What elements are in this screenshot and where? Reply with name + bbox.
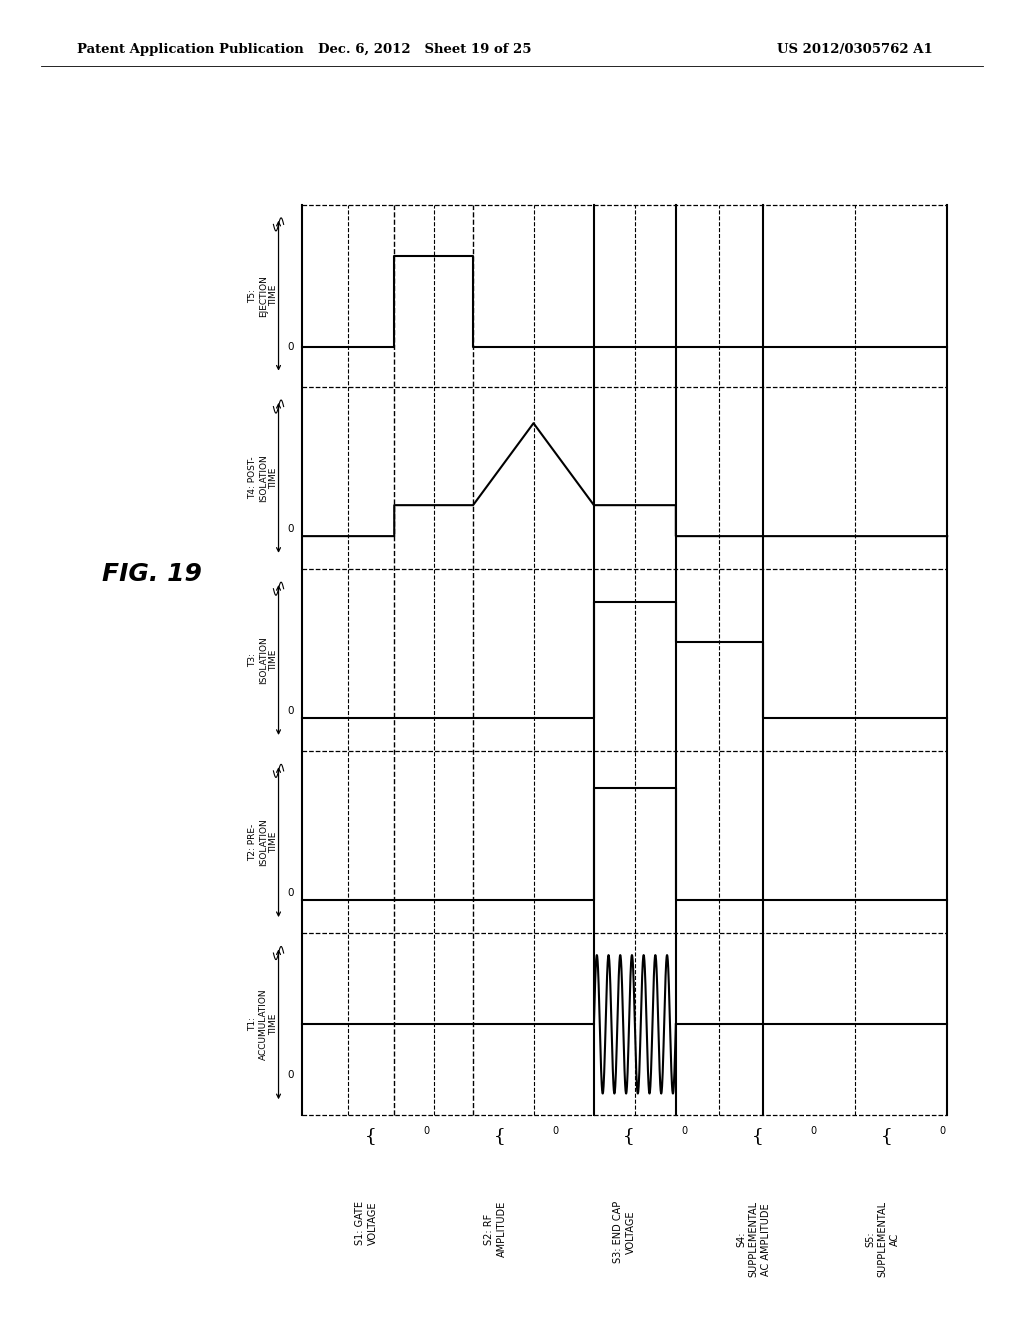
Text: 0: 0 xyxy=(288,1071,294,1080)
Text: S2: RF
AMPLITUDE: S2: RF AMPLITUDE xyxy=(484,1201,507,1258)
Text: }: } xyxy=(618,1126,631,1144)
Text: FIG. 19: FIG. 19 xyxy=(102,562,203,586)
Text: S3: END CAP
VOLTAGE: S3: END CAP VOLTAGE xyxy=(613,1201,636,1263)
Text: T2: PRE-
ISOLATION
TIME: T2: PRE- ISOLATION TIME xyxy=(248,818,279,866)
Text: US 2012/0305762 A1: US 2012/0305762 A1 xyxy=(777,44,933,55)
Text: 0: 0 xyxy=(288,888,294,898)
Text: 0: 0 xyxy=(288,342,294,351)
Text: T4: POST-
ISOLATION
TIME: T4: POST- ISOLATION TIME xyxy=(248,454,279,502)
Text: T1:
ACCUMULATION
TIME: T1: ACCUMULATION TIME xyxy=(248,989,279,1060)
Text: T5:
EJECTION
TIME: T5: EJECTION TIME xyxy=(248,275,279,317)
Text: S1: GATE
VOLTAGE: S1: GATE VOLTAGE xyxy=(355,1201,378,1245)
Text: }: } xyxy=(360,1126,373,1144)
Text: 0: 0 xyxy=(288,706,294,715)
Text: Dec. 6, 2012   Sheet 19 of 25: Dec. 6, 2012 Sheet 19 of 25 xyxy=(318,44,531,55)
Text: }: } xyxy=(877,1126,889,1144)
Text: Patent Application Publication: Patent Application Publication xyxy=(77,44,303,55)
Text: }: } xyxy=(748,1126,760,1144)
Text: 0: 0 xyxy=(552,1126,558,1137)
Text: 0: 0 xyxy=(288,524,294,533)
Text: T3:
ISOLATION
TIME: T3: ISOLATION TIME xyxy=(248,636,279,684)
Text: 0: 0 xyxy=(810,1126,816,1137)
Text: }: } xyxy=(489,1126,502,1144)
Text: S4:
SUPPLEMENTAL
AC AMPLITUDE: S4: SUPPLEMENTAL AC AMPLITUDE xyxy=(736,1201,771,1278)
Text: 0: 0 xyxy=(939,1126,945,1137)
Text: 0: 0 xyxy=(681,1126,687,1137)
Text: 0: 0 xyxy=(423,1126,429,1137)
Text: S5:
SUPPLEMENTAL
AC: S5: SUPPLEMENTAL AC xyxy=(865,1201,900,1278)
